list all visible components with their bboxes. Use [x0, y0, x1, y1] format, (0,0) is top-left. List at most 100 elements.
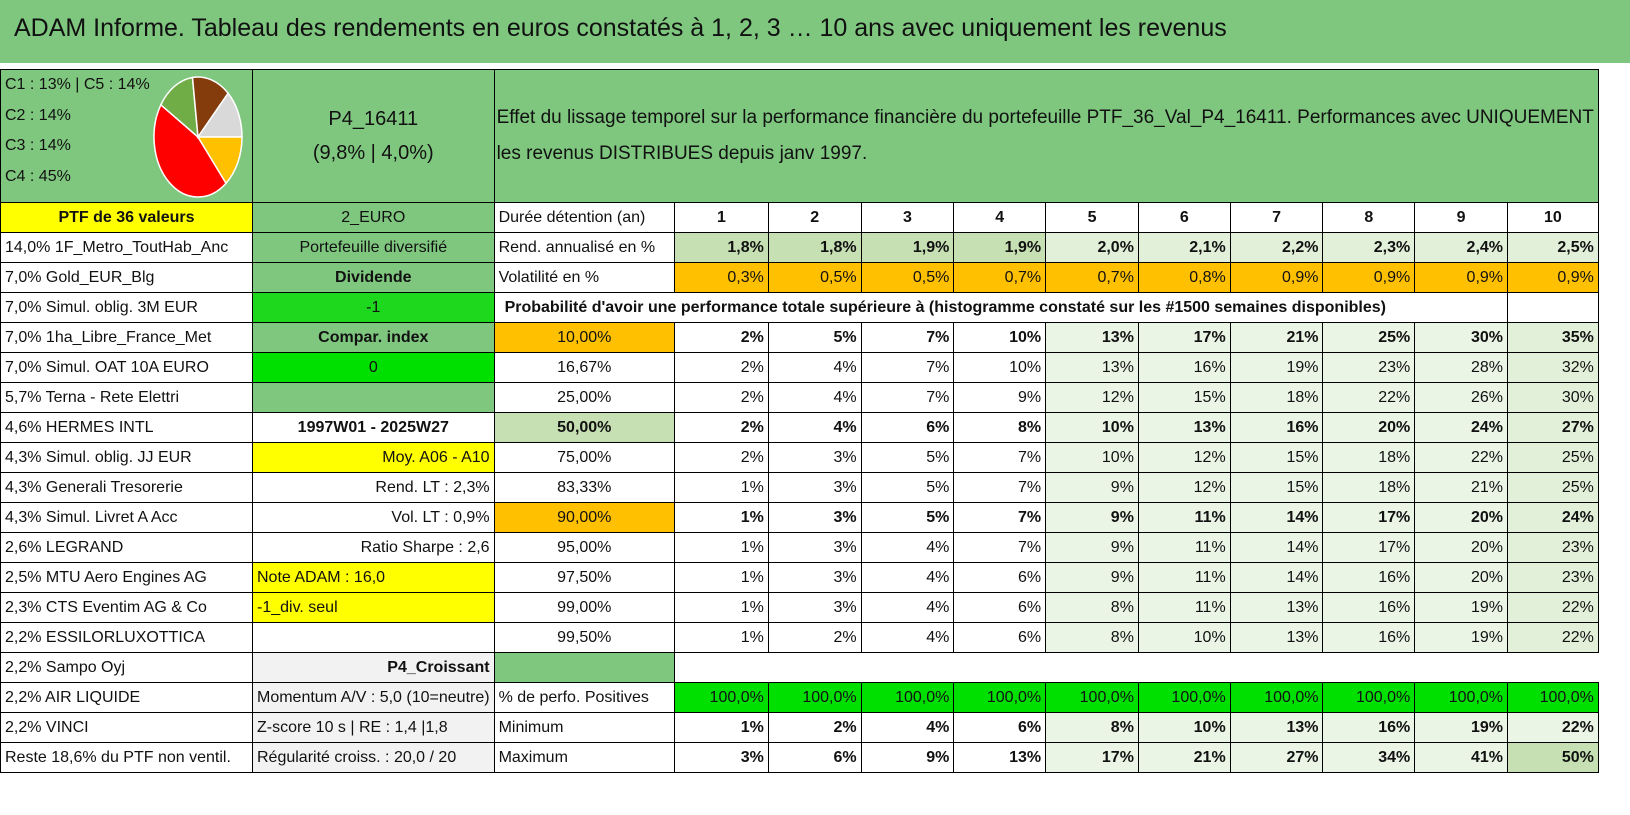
- probability-value: 24%: [1507, 502, 1599, 533]
- probability-value: 1%: [674, 562, 769, 593]
- year-header: 3: [860, 202, 955, 233]
- summary-value: 6%: [953, 712, 1047, 743]
- summary-value: 27%: [1229, 742, 1324, 773]
- composition-line: C1 : 13% | C5 : 14%: [5, 76, 150, 93]
- probability-value: 16%: [1322, 592, 1416, 623]
- summary-value: 13%: [953, 742, 1047, 773]
- info-label: Momentum A/V : 5,0 (10=neutre): [252, 682, 495, 713]
- probability-header: Probabilité d'avoir une performance tota…: [493, 292, 1509, 323]
- summary-value: 100,0%: [1229, 682, 1324, 713]
- probability-threshold: 99,00%: [493, 592, 676, 623]
- info-label: Portefeuille diversifié: [252, 232, 495, 263]
- probability-value: 27%: [1507, 412, 1599, 443]
- probability-value: 12%: [1137, 442, 1231, 473]
- probability-value: 7%: [860, 352, 955, 383]
- probability-threshold: 99,50%: [493, 622, 676, 653]
- probability-value: 20%: [1414, 532, 1509, 563]
- probability-value: 14%: [1229, 562, 1324, 593]
- portfolio-code: P4_16411: [328, 108, 419, 130]
- probability-value: 21%: [1414, 472, 1509, 503]
- annualized-return-value: 1,9%: [953, 232, 1047, 263]
- probability-value: 28%: [1414, 352, 1509, 383]
- metric-label: Maximum: [493, 742, 676, 773]
- empty-cell: [493, 652, 676, 683]
- pie-slice-c3: [159, 76, 199, 139]
- pie-slice-c5: [196, 136, 243, 185]
- volatility-value: 0,9%: [1229, 262, 1324, 293]
- year-header: 1: [674, 202, 769, 233]
- title-bar: [0, 0, 1630, 63]
- probability-value: 19%: [1229, 352, 1324, 383]
- probability-threshold: 50,00%: [493, 412, 676, 443]
- probability-value: 8%: [953, 412, 1047, 443]
- probability-value: 7%: [953, 442, 1047, 473]
- portfolio-count-label: PTF de 36 valeurs: [0, 202, 253, 233]
- info-label: 0: [252, 352, 495, 383]
- probability-value: 13%: [1229, 622, 1324, 653]
- probability-value: 5%: [860, 442, 955, 473]
- year-header: 4: [953, 202, 1047, 233]
- probability-value: 11%: [1137, 532, 1231, 563]
- currency-label: 2_EURO: [252, 202, 495, 233]
- probability-value: 1%: [674, 502, 769, 533]
- probability-value: 25%: [1507, 472, 1599, 503]
- probability-value: 7%: [953, 532, 1047, 563]
- probability-value: 7%: [860, 382, 955, 413]
- summary-value: 8%: [1045, 712, 1139, 743]
- probability-value: 4%: [860, 592, 955, 623]
- empty-cell: [1507, 292, 1599, 323]
- info-label: Moy. A06 - A10: [252, 442, 495, 473]
- probability-value: 3%: [767, 592, 862, 623]
- probability-value: 11%: [1137, 592, 1231, 623]
- probability-value: 9%: [1045, 562, 1139, 593]
- volatility-value: 0,5%: [860, 262, 955, 293]
- summary-value: 6%: [767, 742, 862, 773]
- probability-value: 35%: [1507, 322, 1599, 353]
- probability-value: 12%: [1045, 382, 1139, 413]
- annualized-return-value: 1,9%: [860, 232, 955, 263]
- summary-value: 100,0%: [1045, 682, 1139, 713]
- summary-value: 19%: [1414, 712, 1509, 743]
- probability-value: 7%: [860, 322, 955, 353]
- duration-label: Durée détention (an): [493, 202, 676, 233]
- composition-line: C4 : 45%: [5, 168, 71, 185]
- holding-label: 2,2% VINCI: [0, 712, 253, 743]
- probability-value: 20%: [1322, 412, 1416, 443]
- probability-value: 5%: [860, 472, 955, 503]
- probability-value: 4%: [767, 382, 862, 413]
- summary-value: 100,0%: [1414, 682, 1509, 713]
- volatility-value: 0,9%: [1322, 262, 1416, 293]
- probability-value: 4%: [767, 352, 862, 383]
- info-label: Vol. LT : 0,9%: [252, 502, 495, 533]
- probability-value: 16%: [1322, 562, 1416, 593]
- holding-label: 7,0% Simul. OAT 10A EURO: [0, 352, 253, 383]
- probability-value: 22%: [1414, 442, 1509, 473]
- probability-value: 19%: [1414, 622, 1509, 653]
- probability-value: 25%: [1322, 322, 1416, 353]
- info-label: [252, 622, 495, 653]
- probability-value: 7%: [953, 502, 1047, 533]
- summary-value: 4%: [860, 712, 955, 743]
- probability-value: 1%: [674, 592, 769, 623]
- probability-value: 4%: [860, 562, 955, 593]
- year-header: 9: [1414, 202, 1509, 233]
- probability-value: 1%: [674, 472, 769, 503]
- summary-value: 100,0%: [1137, 682, 1231, 713]
- probability-value: 23%: [1507, 532, 1599, 563]
- info-label: -1: [252, 292, 495, 323]
- probability-value: 10%: [1045, 412, 1139, 443]
- probability-value: 20%: [1414, 502, 1509, 533]
- holding-label: 4,3% Simul. Livret A Acc: [0, 502, 253, 533]
- probability-value: 23%: [1507, 562, 1599, 593]
- probability-value: 18%: [1322, 442, 1416, 473]
- info-label: Dividende: [252, 262, 495, 293]
- summary-value: 10%: [1137, 712, 1231, 743]
- probability-threshold: 75,00%: [493, 442, 676, 473]
- info-label: Régularité croiss. : 20,0 / 20: [252, 742, 495, 773]
- probability-value: 7%: [953, 472, 1047, 503]
- probability-value: 30%: [1507, 382, 1599, 413]
- holding-label: 7,0% 1ha_Libre_France_Met: [0, 322, 253, 353]
- composition-line: C3 : 14%: [5, 137, 71, 154]
- probability-value: 10%: [953, 322, 1047, 353]
- holding-label: 2,2% AIR LIQUIDE: [0, 682, 253, 713]
